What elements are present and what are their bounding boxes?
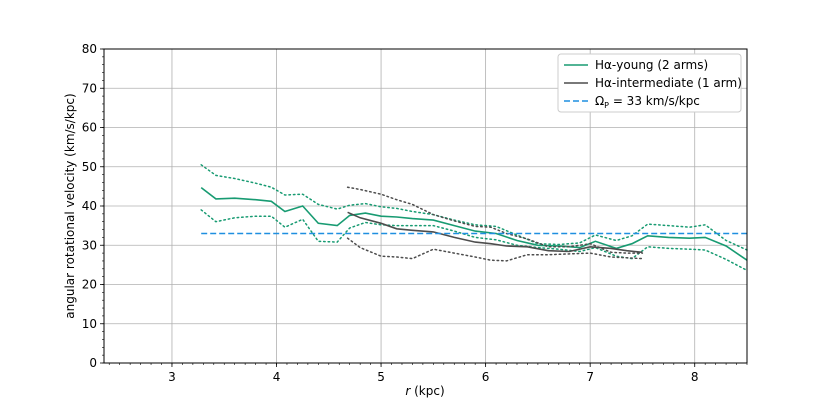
y-axis-ticks: 0 10 20 30 40 50 60 70 80 [82, 42, 104, 370]
x-tick-label: 6 [482, 370, 490, 384]
series-line-0 [200, 186, 748, 261]
legend-box [557, 53, 742, 113]
series-line-5 [346, 237, 644, 262]
series-line-1 [200, 164, 748, 251]
x-axis-label: r (kpc) [405, 384, 444, 398]
y-tick-label: 30 [82, 238, 97, 252]
y-tick-label: 70 [82, 81, 97, 95]
series-line-4 [346, 186, 644, 254]
y-tick-label: 60 [82, 121, 97, 135]
series-layer [200, 164, 748, 272]
series-line-3 [347, 211, 643, 254]
y-tick-label: 0 [89, 356, 97, 370]
y-tick-label: 20 [82, 278, 97, 292]
y-tick-label: 80 [82, 42, 97, 56]
y-tick-label: 10 [82, 317, 97, 331]
x-tick-label: 5 [377, 370, 385, 384]
x-tick-label: 4 [273, 370, 281, 384]
series-line-2 [200, 209, 748, 272]
y-axis-label: angular rotational velocity (km/s/kpc) [63, 93, 77, 318]
legend-label: Hα-intermediate (1 arm) [595, 76, 742, 90]
legend-label: Hα-young (2 arms) [595, 58, 708, 72]
x-tick-label: 8 [691, 370, 699, 384]
x-axis-ticks: 3 4 5 6 7 8 [168, 363, 699, 384]
x-tick-label: 7 [586, 370, 594, 384]
y-tick-label: 40 [82, 199, 97, 213]
x-tick-label: 3 [168, 370, 176, 384]
legend-label: ΩP = 33 km/s/kpc [595, 94, 700, 110]
y-tick-label: 50 [82, 160, 97, 174]
legend: Hα-young (2 arms) Hα-intermediate (1 arm)… [557, 53, 742, 113]
